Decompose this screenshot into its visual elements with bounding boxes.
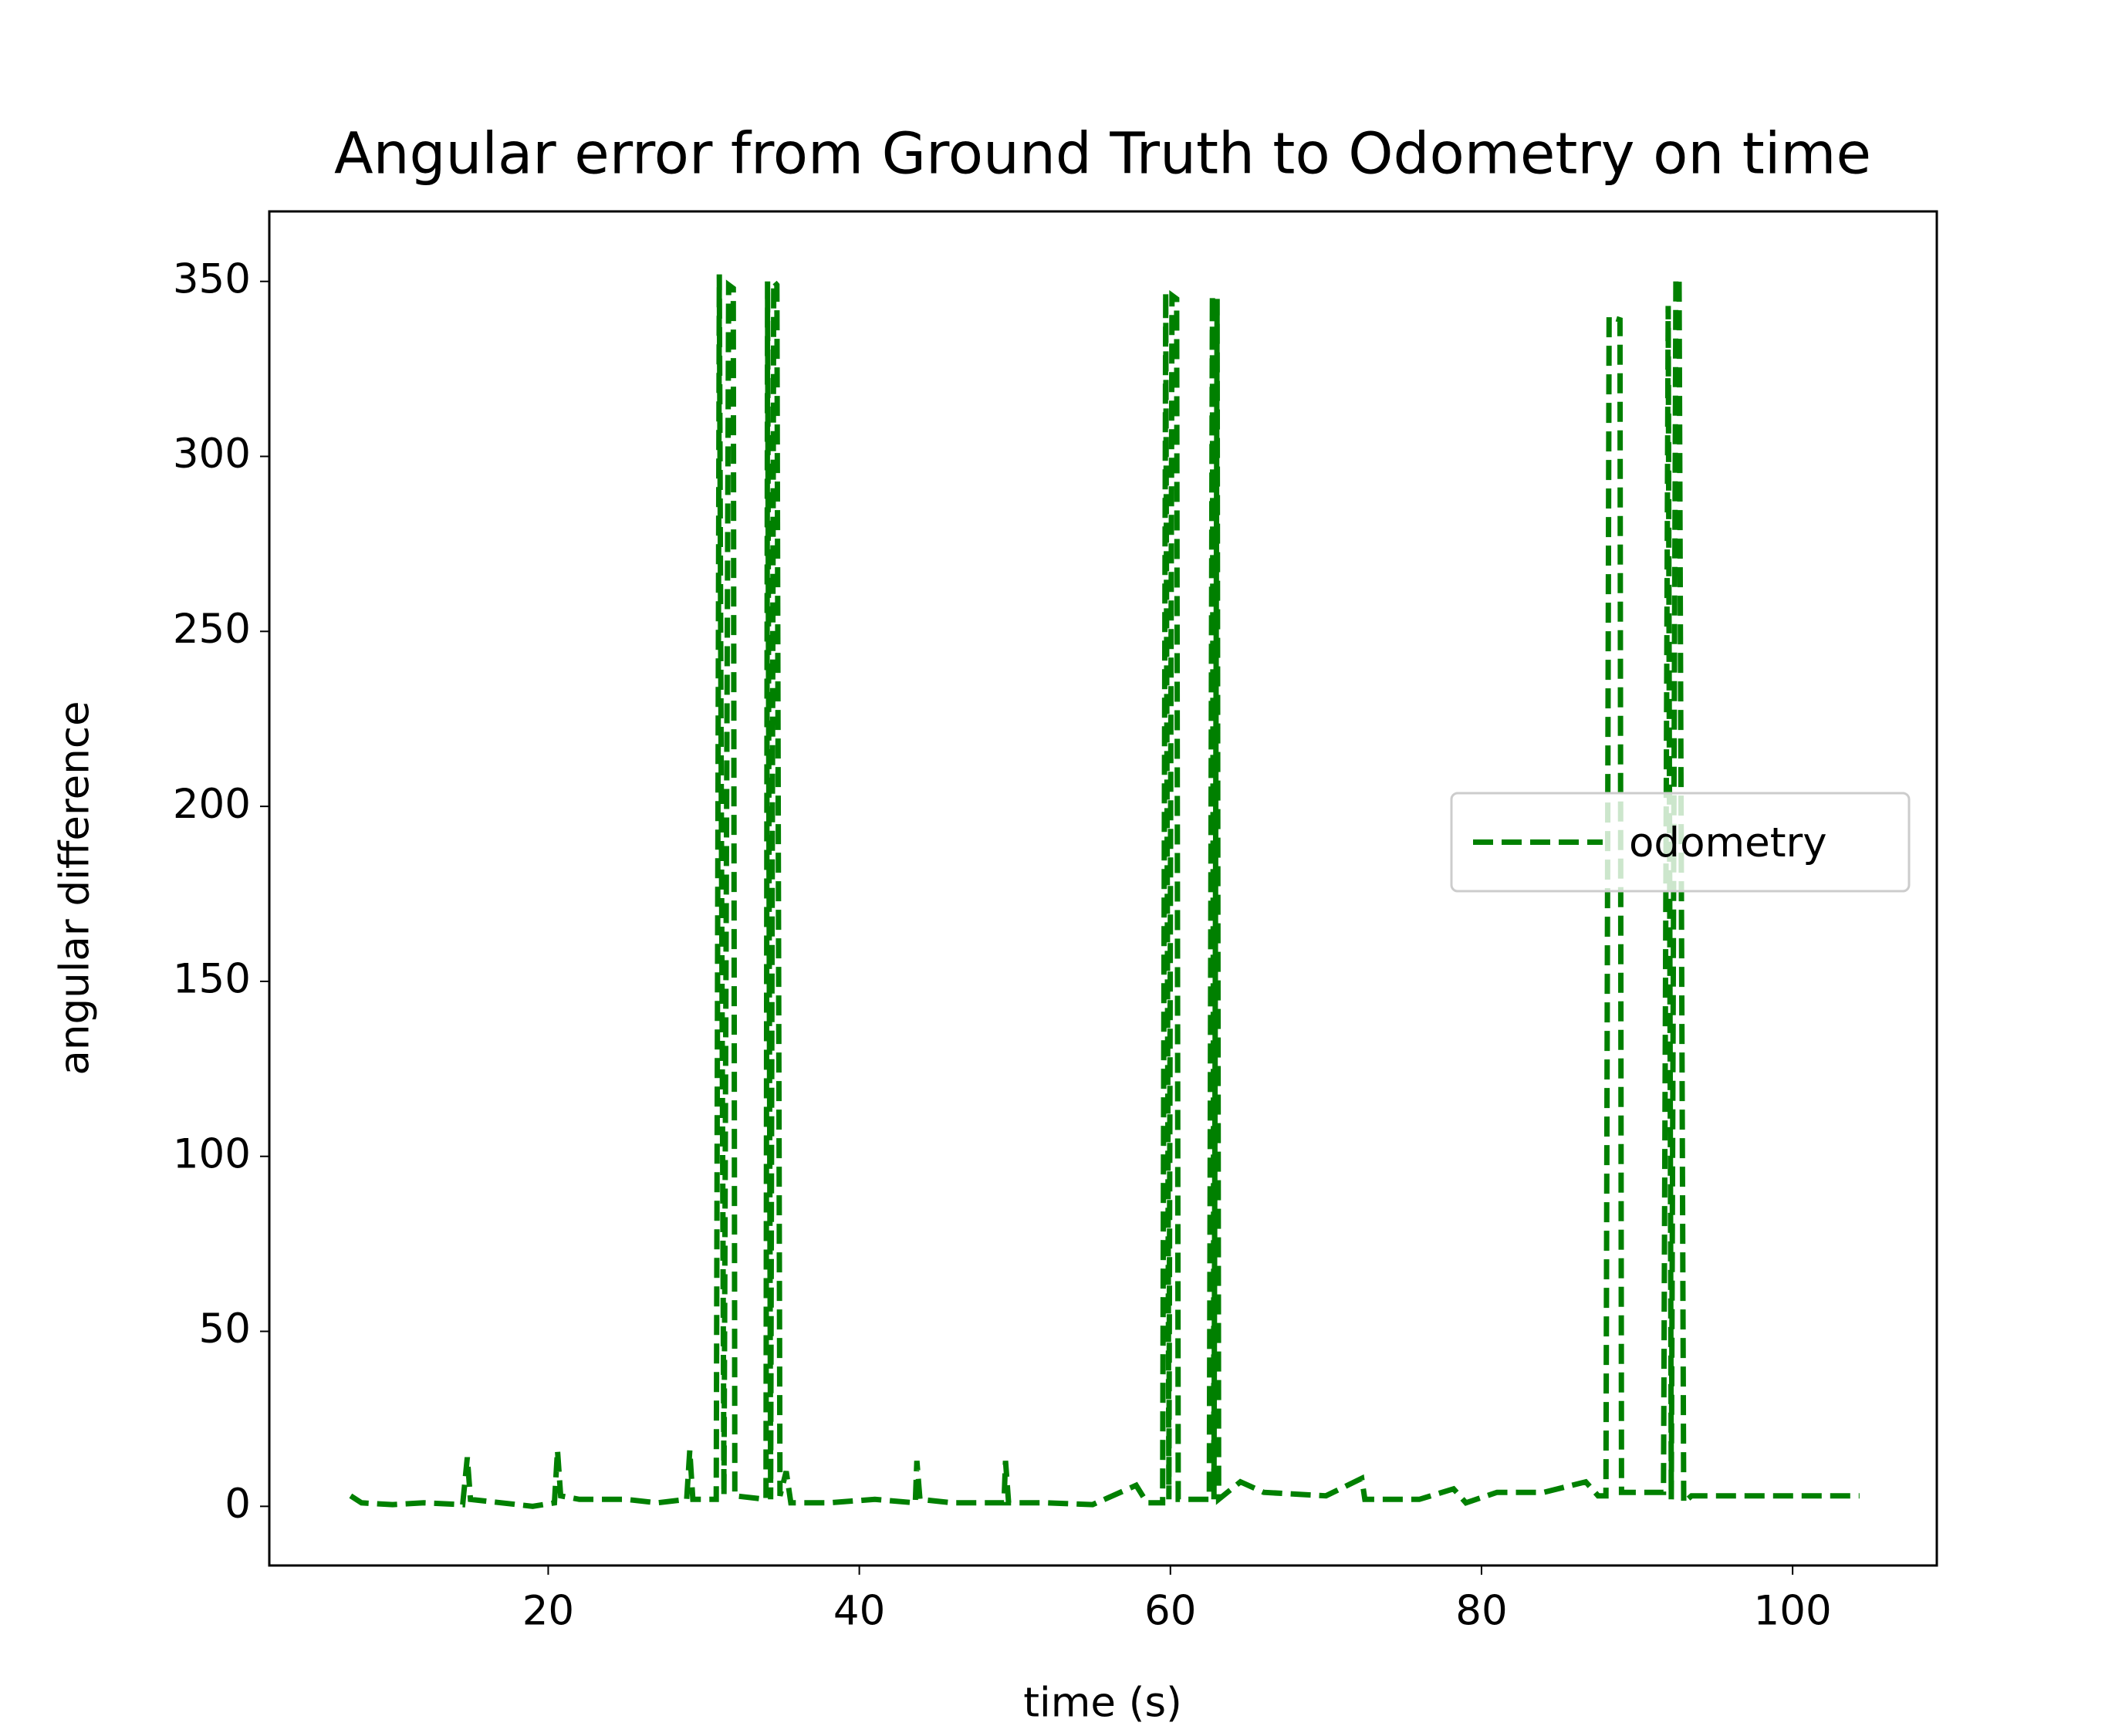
x-tick-label: 60 bbox=[1144, 1588, 1196, 1635]
y-tick-label: 200 bbox=[173, 781, 251, 828]
plot-frame bbox=[268, 210, 1938, 1567]
legend-box bbox=[1450, 792, 1911, 893]
y-tick-label: 0 bbox=[225, 1481, 251, 1528]
legend: odometry bbox=[1450, 792, 1911, 893]
x-tick-label: 80 bbox=[1455, 1588, 1507, 1635]
y-tick-label: 100 bbox=[173, 1130, 251, 1177]
x-tick-label: 100 bbox=[1754, 1588, 1832, 1635]
y-tick-label: 150 bbox=[173, 956, 251, 1003]
legend-label: odometry bbox=[1629, 819, 1827, 866]
y-tick-label: 250 bbox=[173, 606, 251, 653]
y-tick-label: 350 bbox=[173, 255, 251, 302]
x-tick-label: 20 bbox=[522, 1588, 574, 1635]
x-tick-label: 40 bbox=[833, 1588, 885, 1635]
chart-title: Angular error from Ground Truth to Odome… bbox=[334, 121, 1871, 187]
y-axis-label: angular difference bbox=[52, 701, 99, 1075]
y-tick-label: 50 bbox=[199, 1305, 251, 1353]
x-axis-label: time (s) bbox=[1023, 1680, 1182, 1727]
y-tick-label: 300 bbox=[173, 431, 251, 478]
data-line bbox=[349, 271, 1860, 1509]
